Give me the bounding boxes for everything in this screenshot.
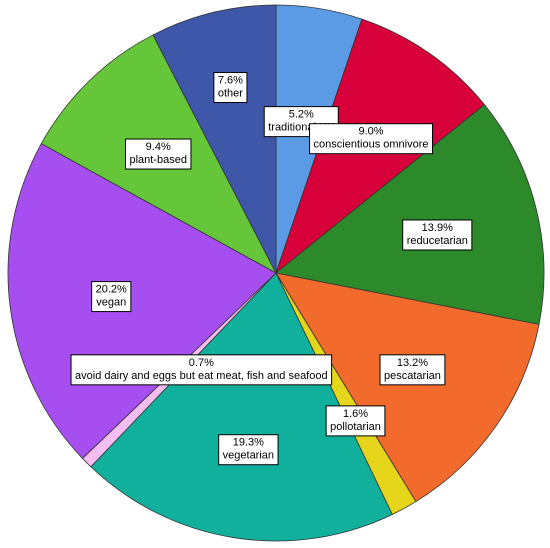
pie-slice-pescatarian xyxy=(275,272,540,503)
slice-percent-label: 7.6% xyxy=(218,75,243,87)
slice-label-box xyxy=(91,281,132,313)
slice-percent-label: 0.7% xyxy=(189,357,214,369)
slice-label: 1.6%pollotarian xyxy=(325,405,386,437)
slice-category-label: vegetarian xyxy=(223,450,274,462)
slice-label-box xyxy=(325,405,386,437)
slice-label: 20.2%vegan xyxy=(91,281,132,313)
slice-category-label: vegan xyxy=(96,297,126,309)
slice-label: 19.3%vegetarian xyxy=(218,434,279,466)
slice-percent-label: 9.4% xyxy=(146,141,171,153)
slice-label-box xyxy=(309,123,434,155)
pie-slice-reducetarian xyxy=(275,104,545,325)
pie-slice-vegetarian xyxy=(90,272,393,542)
pie-slices xyxy=(7,4,545,542)
slice-category-label: plant-based xyxy=(129,154,187,166)
slice-label: 0.7%avoid dairy and eggs but eat meat, f… xyxy=(70,354,333,386)
slice-percent-label: 19.3% xyxy=(233,437,264,449)
slice-category-label: conscientious omnivore xyxy=(314,139,429,151)
slice-percent-label: 20.2% xyxy=(96,284,127,296)
slice-category-label: other xyxy=(218,88,243,100)
slice-label-box xyxy=(213,72,248,104)
slice-label: 7.6%other xyxy=(213,72,248,104)
pie-labels: 5.2%traditional UK 9.0%conscientious omni… xyxy=(70,72,473,466)
slice-percent-label: 1.6% xyxy=(343,408,368,420)
pie-slice-other xyxy=(152,4,277,274)
slice-percent-label: 13.9% xyxy=(422,222,453,234)
slice-label: 9.4%plant-based xyxy=(124,138,192,170)
slice-percent-label: 5.2% xyxy=(289,109,314,121)
slice-percent-label: 13.2% xyxy=(397,357,428,369)
slice-label: 9.0%conscientious omnivore xyxy=(309,123,434,155)
slice-category-label: avoid dairy and eggs but eat meat, fish … xyxy=(75,370,328,382)
slice-label: 13.9%reducetarian xyxy=(402,219,473,251)
slice-label-box xyxy=(402,219,473,251)
slice-label-box xyxy=(70,354,333,386)
slice-label-box xyxy=(379,354,446,386)
slice-label-box xyxy=(124,138,192,170)
slice-percent-label: 9.0% xyxy=(358,126,383,138)
slice-category-label: reducetarian xyxy=(407,235,468,247)
slice-label: 13.2%pescatarian xyxy=(379,354,446,386)
slice-label-box xyxy=(218,434,279,466)
slice-category-label: pollotarian xyxy=(330,421,381,433)
slice-category-label: pescatarian xyxy=(384,370,441,382)
